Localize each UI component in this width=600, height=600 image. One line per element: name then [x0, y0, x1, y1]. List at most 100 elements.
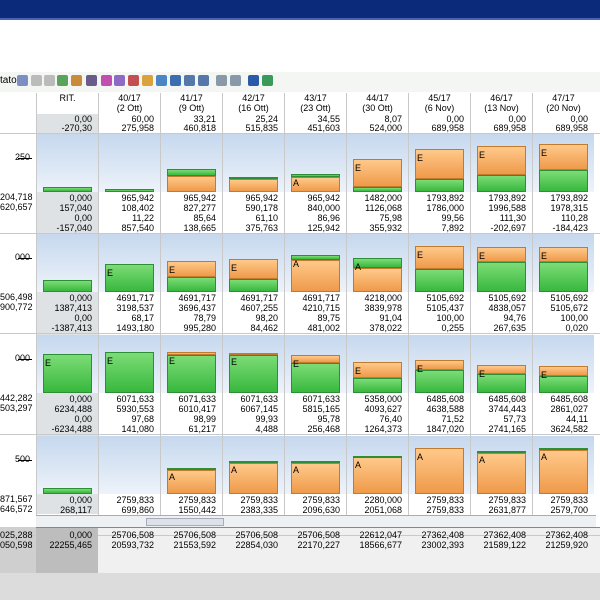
- globe-icon[interactable]: [57, 75, 68, 86]
- bar-segment-actual: [167, 169, 216, 176]
- print-icon[interactable]: [156, 75, 167, 86]
- row-divider: [0, 333, 600, 334]
- rows-icon[interactable]: [230, 75, 241, 86]
- bar-segment-forecast: [477, 365, 526, 374]
- bar-type-label: A: [169, 472, 176, 482]
- cell-value: 4691,717: [178, 293, 216, 303]
- column-header[interactable]: 42/17 (16 Ott): [222, 93, 284, 114]
- table-icon[interactable]: [198, 75, 209, 86]
- cell-value: 2759,833: [488, 495, 526, 505]
- bar-segment-forecast: [415, 448, 464, 494]
- bar-type-label: E: [231, 357, 238, 367]
- tag-icon[interactable]: [71, 75, 82, 86]
- bar-segment-forecast: [477, 247, 526, 262]
- cell-value: 100,00: [436, 313, 464, 323]
- status-bar: [0, 573, 600, 600]
- top-row-value: 689,958: [493, 123, 526, 133]
- columns-icon[interactable]: [216, 75, 227, 86]
- scrollbar-thumb[interactable]: [146, 518, 224, 526]
- bar-segment-actual: [353, 258, 402, 268]
- column-header[interactable]: 45/17 (6 Nov): [408, 93, 470, 114]
- axis-tick: [18, 359, 32, 360]
- bar-segment-forecast: [167, 352, 216, 355]
- column-divider: [346, 93, 347, 515]
- bar-segment-actual: [105, 189, 154, 192]
- cell-value: 7,892: [441, 223, 464, 233]
- cell-value: 2383,335: [240, 505, 278, 515]
- totals-row-header: [0, 527, 36, 573]
- bar-segment-forecast: [291, 463, 340, 494]
- cell-value: 6071,633: [116, 394, 154, 404]
- zoom-in-icon[interactable]: [31, 75, 42, 86]
- cell-value: 6485,608: [426, 394, 464, 404]
- column-header[interactable]: 46/17 (13 Nov): [470, 93, 532, 114]
- top-row-value: 0,00: [74, 114, 92, 124]
- cell-value: 85,64: [193, 213, 216, 223]
- cell-value: 0,000: [69, 293, 92, 303]
- bar-segment-actual: [229, 355, 278, 393]
- cell-value: 2759,833: [426, 505, 464, 515]
- chart-cell-background: [37, 134, 98, 192]
- total-value: 18566,677: [359, 540, 402, 550]
- grid-icon[interactable]: [184, 75, 195, 86]
- column-header-date: (2 Ott): [116, 102, 143, 113]
- axis-label: 500: [14, 454, 30, 464]
- cell-value: 268,117: [60, 505, 92, 515]
- cell-value: 1126,068: [365, 203, 402, 213]
- axis-tick: [18, 158, 32, 159]
- bar-segment-forecast: [539, 247, 588, 262]
- column-header[interactable]: 44/17 (30 Ott): [346, 93, 408, 114]
- sort-icon[interactable]: [114, 75, 125, 86]
- total-value: 22612,047: [359, 530, 402, 540]
- top-row-value: -270,30: [61, 123, 92, 133]
- bar-type-label: E: [417, 250, 424, 260]
- cell-value: 355,932: [369, 223, 402, 233]
- group-icon[interactable]: [128, 75, 139, 86]
- cell-value: 5105,692: [550, 293, 588, 303]
- bar-segment-forecast: [477, 453, 526, 494]
- tools-icon[interactable]: [86, 75, 97, 86]
- total-value: 22170,227: [297, 540, 340, 550]
- column-header-week: 43/17: [304, 93, 327, 103]
- column-header[interactable]: 41/17 (9 Ott): [160, 93, 222, 114]
- column-header-week: RIT.: [59, 93, 76, 103]
- column-header-week: 42/17: [242, 93, 265, 103]
- axis-tick: [18, 460, 32, 461]
- total-value: 0,000: [69, 530, 92, 540]
- horizontal-scrollbar[interactable]: [36, 515, 596, 527]
- zoom-icon[interactable]: [17, 75, 28, 86]
- cell-value: 1793,892: [550, 193, 588, 203]
- top-row-value: 33,21: [193, 114, 216, 124]
- cell-value: 2759,833: [178, 495, 216, 505]
- bar-segment-forecast: [229, 353, 278, 355]
- bar-segment-actual: [229, 461, 278, 463]
- bar-type-label: E: [45, 358, 52, 368]
- column-header[interactable]: 43/17 (23 Ott): [284, 93, 346, 114]
- settings-icon[interactable]: [248, 75, 259, 86]
- bar-segment-actual: [415, 269, 464, 292]
- bar-segment-actual: [291, 461, 340, 463]
- bar-segment-actual: [539, 262, 588, 292]
- bar-segment-actual: [353, 378, 402, 393]
- row-header-value: 204,718: [0, 192, 33, 202]
- cell-value: 76,40: [379, 414, 402, 424]
- refresh-icon[interactable]: [262, 75, 273, 86]
- column-header-week: 44/17: [366, 93, 389, 103]
- cell-value: -157,040: [56, 223, 92, 233]
- chart-icon[interactable]: [170, 75, 181, 86]
- cell-value: 2741,165: [488, 424, 526, 434]
- cell-value: 995,280: [183, 323, 216, 333]
- column-header[interactable]: 40/17 (2 Ott): [98, 93, 160, 114]
- bar-type-label: A: [355, 460, 362, 470]
- zoom-out-icon[interactable]: [44, 75, 55, 86]
- column-header[interactable]: 47/17 (20 Nov): [532, 93, 594, 114]
- cell-value: 2579,700: [550, 505, 588, 515]
- column-header-week: 41/17: [180, 93, 203, 103]
- total-row-header: 025,288: [0, 530, 33, 540]
- filter-icon[interactable]: [101, 75, 112, 86]
- toolbar: tato: [0, 72, 600, 92]
- export-icon[interactable]: [142, 75, 153, 86]
- cell-value: 5105,437: [426, 303, 464, 313]
- column-header[interactable]: RIT.: [36, 93, 98, 114]
- top-row-value: 34,55: [317, 114, 340, 124]
